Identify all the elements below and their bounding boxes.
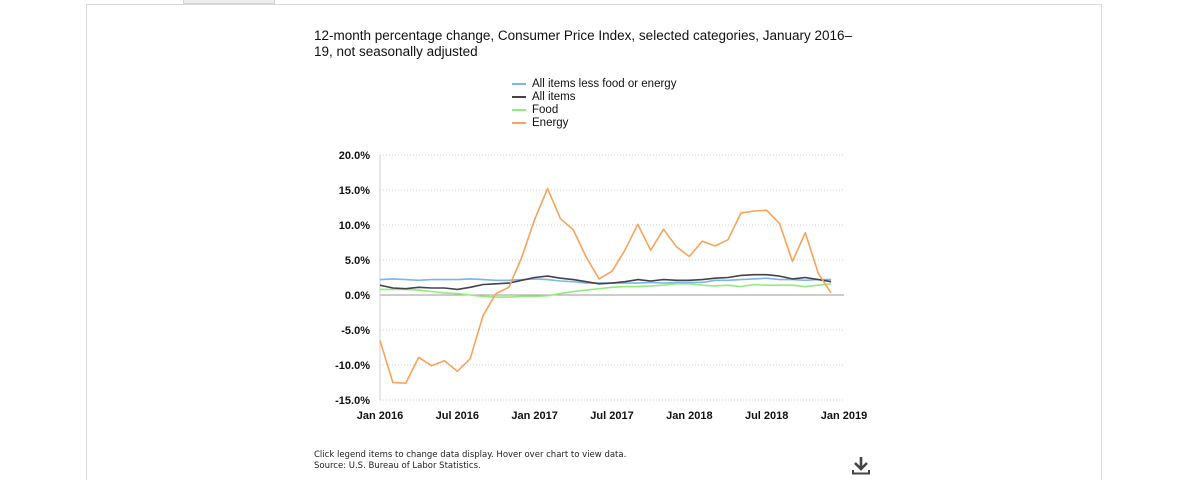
- legend-label-food: Food: [532, 103, 559, 116]
- legend: All items less food or energy All items …: [512, 77, 676, 129]
- legend-swatch-core: [512, 82, 526, 85]
- legend-item-all-items[interactable]: All items: [512, 90, 676, 103]
- series-line-food: [380, 282, 832, 298]
- tab-stub[interactable]: [183, 0, 275, 4]
- y-tick-label: 10.0%: [339, 220, 370, 232]
- legend-label-energy: Energy: [532, 116, 569, 129]
- chart-footnote: Click legend items to change data displa…: [314, 450, 626, 472]
- legend-swatch-food: [512, 108, 526, 111]
- x-tick-label: Jul 2018: [745, 410, 788, 422]
- series-line-all-items: [379, 273, 832, 291]
- y-tick-label: 20.0%: [339, 150, 370, 162]
- y-tick-label: -15.0%: [335, 395, 370, 407]
- x-tick-label: Jul 2017: [590, 410, 633, 422]
- legend-swatch-all-items: [512, 95, 526, 98]
- series-line-energy: [379, 187, 832, 385]
- download-button[interactable]: [850, 454, 872, 476]
- chart-title: 12-month percentage change, Consumer Pri…: [314, 28, 853, 59]
- y-tick-label: -10.0%: [335, 360, 370, 372]
- footnote-source: Source: U.S. Bureau of Labor Statistics.: [314, 461, 481, 471]
- y-tick-label: -5.0%: [341, 325, 370, 337]
- legend-swatch-energy: [512, 121, 526, 124]
- y-tick-label: 0.0%: [345, 290, 370, 302]
- x-tick-label: Jan 2016: [357, 410, 403, 422]
- x-tick-label: Jan 2017: [511, 410, 557, 422]
- legend-item-core[interactable]: All items less food or energy: [512, 77, 676, 90]
- legend-item-energy[interactable]: Energy: [512, 116, 676, 129]
- legend-item-food[interactable]: Food: [512, 103, 676, 116]
- y-tick-label: 5.0%: [345, 255, 370, 267]
- legend-label-core: All items less food or energy: [532, 77, 677, 90]
- y-tick-label: 15.0%: [339, 185, 370, 197]
- footnote-instructions: Click legend items to change data displa…: [314, 450, 627, 460]
- download-icon: [852, 457, 870, 475]
- x-tick-label: Jan 2019: [821, 410, 867, 422]
- series-line-all-items-less-food-or-energy: [379, 277, 832, 284]
- legend-label-all-items: All items: [532, 90, 576, 103]
- x-tick-label: Jan 2018: [666, 410, 712, 422]
- chart-panel: [86, 4, 1102, 480]
- x-tick-label: Jul 2016: [436, 410, 479, 422]
